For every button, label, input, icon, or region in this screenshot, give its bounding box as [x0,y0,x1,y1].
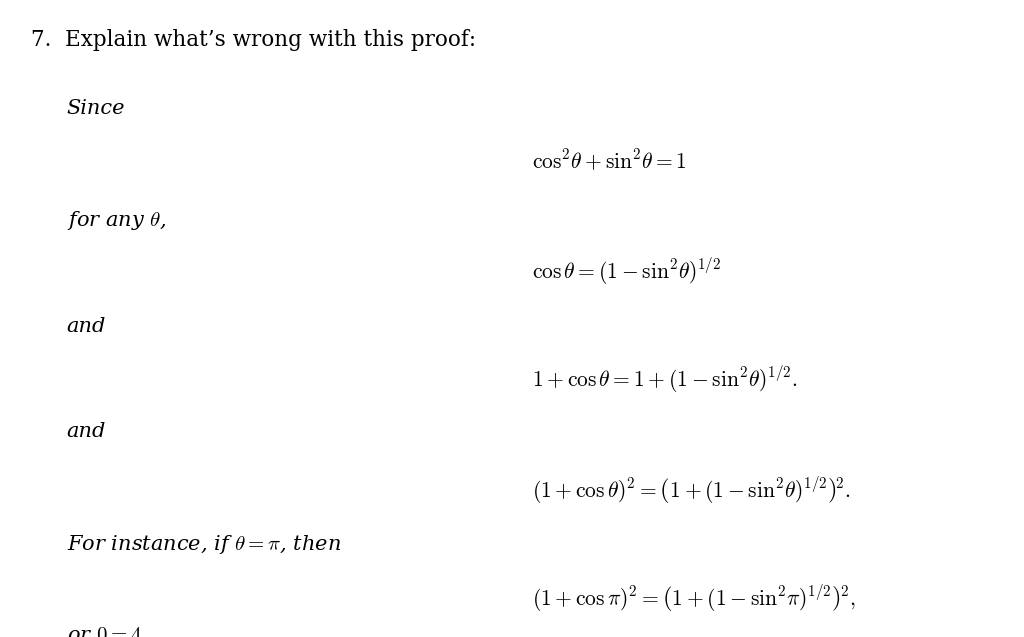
Text: 7.  Explain what’s wrong with this proof:: 7. Explain what’s wrong with this proof: [31,29,476,51]
Text: for any $\theta$,: for any $\theta$, [67,209,166,232]
Text: For instance, if $\theta = \pi$, then: For instance, if $\theta = \pi$, then [67,533,341,556]
Text: $1 + \cos\theta = 1 + (1 - \sin^2\!\theta)^{1/2}.$: $1 + \cos\theta = 1 + (1 - \sin^2\!\thet… [532,364,798,395]
Text: $\cos^2\!\theta + \sin^2\!\theta = 1$: $\cos^2\!\theta + \sin^2\!\theta = 1$ [532,148,687,173]
Text: and: and [67,317,105,336]
Text: $(1 + \cos\pi)^2 = \left(1 + (1 - \sin^2\!\pi)^{1/2}\right)^{\!2},$: $(1 + \cos\pi)^2 = \left(1 + (1 - \sin^2… [532,584,856,615]
Text: $\cos\theta = (1 - \sin^2\!\theta)^{1/2}$: $\cos\theta = (1 - \sin^2\!\theta)^{1/2}… [532,257,722,287]
Text: and: and [67,422,105,441]
Text: $(1 + \cos\theta)^2 = \left(1 + (1 - \sin^2\!\theta)^{1/2}\right)^{\!2}.$: $(1 + \cos\theta)^2 = \left(1 + (1 - \si… [532,476,851,506]
Text: Since: Since [67,99,125,118]
Text: or $0 = 4.$: or $0 = 4.$ [67,626,146,637]
